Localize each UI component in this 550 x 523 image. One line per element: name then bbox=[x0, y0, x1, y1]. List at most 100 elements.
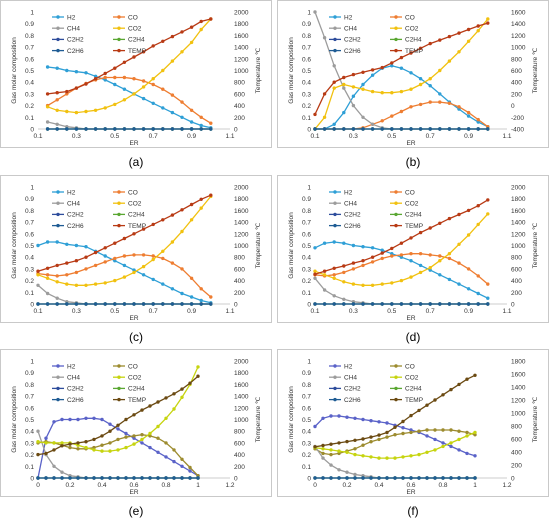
y2-tick-label: 800 bbox=[234, 80, 245, 87]
data-point-h2 bbox=[447, 277, 452, 282]
y-tick-label: 0.8 bbox=[302, 208, 311, 215]
data-point-temp bbox=[466, 208, 471, 213]
data-point-co bbox=[156, 436, 160, 440]
data-point-co2 bbox=[92, 448, 96, 452]
data-point-temp bbox=[189, 25, 194, 29]
x-tick-label: 0.7 bbox=[426, 308, 435, 315]
data-point-h2 bbox=[116, 427, 120, 431]
data-point-co bbox=[141, 253, 146, 257]
data-point-co bbox=[113, 75, 117, 80]
data-point-co2 bbox=[399, 278, 404, 283]
y-tick-label: 0.2 bbox=[302, 452, 311, 459]
y-tick-label: 0 bbox=[30, 127, 34, 134]
data-point-co2 bbox=[189, 218, 194, 222]
data-point-ch4 bbox=[313, 10, 317, 14]
y-tick-label: 0.5 bbox=[302, 417, 311, 424]
x-tick-label: 1.1 bbox=[502, 133, 511, 140]
data-point-co bbox=[399, 253, 404, 257]
data-point-c2h6 bbox=[466, 127, 471, 131]
data-point-h2 bbox=[170, 287, 175, 291]
data-point-co2 bbox=[84, 445, 88, 450]
data-point-temp bbox=[132, 232, 136, 236]
data-point-co bbox=[321, 451, 325, 456]
y2-tick-label: 400 bbox=[234, 103, 245, 110]
x-tick-label: 1.1 bbox=[225, 308, 234, 315]
y-axis-title: Gas molar composition bbox=[11, 212, 18, 279]
y2-tick-label: 1000 bbox=[234, 243, 249, 250]
data-point-temp bbox=[74, 259, 79, 263]
data-point-c2h6 bbox=[322, 302, 327, 306]
data-point-co2 bbox=[189, 40, 194, 45]
data-point-ch4 bbox=[55, 296, 59, 300]
data-point-c2h6 bbox=[385, 476, 389, 480]
data-point-co bbox=[332, 273, 336, 277]
data-point-temp bbox=[473, 373, 477, 377]
data-point-c2h6 bbox=[476, 127, 480, 131]
y2-tick-label: 0 bbox=[511, 103, 515, 110]
y-tick-label: 0.8 bbox=[302, 33, 311, 40]
data-point-temp bbox=[393, 425, 397, 429]
data-point-temp bbox=[457, 212, 461, 217]
x-tick-label: 0 bbox=[36, 482, 40, 489]
chart-panel-f: 0 0.1 0.2 0.3 0.4 0.5 0.6 0.7 0.8 0.9 1 0 200 400 600 8… bbox=[277, 349, 549, 518]
legend-marker-co bbox=[117, 190, 121, 194]
y2-tick-label: 1600 bbox=[234, 33, 249, 40]
y-tick-label: 1 bbox=[307, 359, 311, 366]
y2-tick-label: 2000 bbox=[234, 10, 249, 17]
data-point-h2 bbox=[140, 441, 144, 445]
y-tick-label: 0.7 bbox=[25, 394, 34, 401]
y2-tick-label: 1600 bbox=[511, 372, 526, 379]
data-point-c2h6 bbox=[92, 476, 96, 480]
data-point-temp bbox=[156, 400, 160, 404]
data-point-co2 bbox=[425, 450, 429, 454]
data-point-co2 bbox=[161, 249, 165, 253]
data-point-h2 bbox=[141, 273, 146, 277]
data-point-h2 bbox=[161, 282, 165, 286]
legend-label-h2: H2 bbox=[67, 189, 76, 196]
data-point-h2 bbox=[385, 421, 389, 425]
data-point-h2 bbox=[345, 415, 349, 419]
data-point-c2h6 bbox=[209, 302, 213, 306]
data-point-co2 bbox=[199, 27, 203, 32]
data-point-co bbox=[124, 435, 128, 439]
data-point-c2h6 bbox=[36, 302, 40, 306]
y-tick-label: 0.1 bbox=[25, 115, 34, 122]
data-point-h2 bbox=[148, 445, 152, 450]
data-point-co bbox=[425, 428, 429, 432]
x-tick-label: 0.1 bbox=[310, 133, 319, 140]
y-axis-title: Gas molar composition bbox=[288, 212, 295, 279]
data-point-h2 bbox=[342, 241, 346, 245]
y-tick-label: 0.3 bbox=[302, 440, 311, 447]
data-point-temp bbox=[44, 451, 48, 456]
data-point-co bbox=[188, 465, 192, 470]
x-axis-title: ER bbox=[129, 315, 138, 322]
data-point-co bbox=[122, 75, 127, 80]
x-tick-label: 0.2 bbox=[342, 482, 351, 489]
data-point-temp bbox=[425, 403, 429, 407]
data-point-co2 bbox=[351, 282, 356, 286]
y-tick-label: 0 bbox=[307, 476, 311, 483]
data-point-co bbox=[170, 93, 175, 97]
data-point-h2 bbox=[92, 416, 96, 420]
y2-tick-label: 1800 bbox=[234, 370, 249, 377]
data-point-co2 bbox=[466, 39, 471, 43]
data-point-co bbox=[108, 441, 112, 445]
data-point-co bbox=[449, 428, 453, 432]
data-point-co bbox=[457, 105, 461, 109]
data-point-temp bbox=[342, 264, 346, 268]
data-point-co2 bbox=[132, 442, 136, 446]
data-point-h2 bbox=[425, 434, 429, 438]
data-point-c2h6 bbox=[93, 302, 98, 306]
x-tick-label: 1.1 bbox=[502, 308, 511, 315]
legend-label-temp: TEMP bbox=[405, 223, 423, 230]
data-point-co2 bbox=[151, 77, 155, 81]
data-point-c2h6 bbox=[55, 302, 59, 306]
data-point-ch4 bbox=[321, 456, 325, 460]
data-point-temp bbox=[45, 92, 50, 96]
legend-label-co: CO bbox=[405, 363, 415, 370]
data-point-c2h6 bbox=[76, 476, 80, 480]
data-point-temp bbox=[172, 392, 176, 396]
legend-label-co: CO bbox=[405, 14, 415, 21]
legend-label-temp: TEMP bbox=[405, 397, 423, 404]
panel-frame bbox=[0, 175, 272, 323]
